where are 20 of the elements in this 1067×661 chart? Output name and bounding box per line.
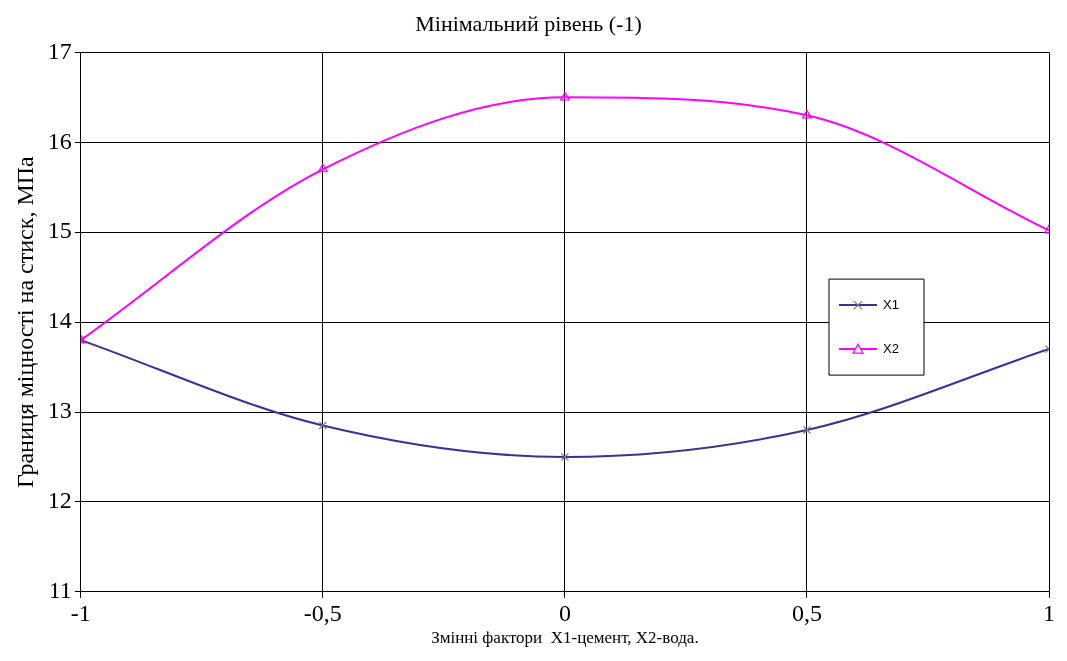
x-tick-label: -1 <box>70 600 91 627</box>
y-tick-label: 16 <box>47 127 72 154</box>
y-tick-label: 12 <box>47 487 72 514</box>
y-tick-label: 13 <box>47 397 72 424</box>
y-axis-title: Границя міцності на стиск, МПа <box>11 155 38 488</box>
x-tick-label: 1 <box>1043 600 1055 627</box>
chart-title: Мінімальний рівень (-1) <box>415 10 642 36</box>
legend-label: X2 <box>883 340 899 356</box>
y-tick-label: 15 <box>47 217 72 244</box>
point <box>559 91 570 101</box>
x-axis-title: Змінні фактори X1-цемент, X2-вода. <box>431 628 699 648</box>
y-tick-label: 14 <box>47 307 72 334</box>
y-tick-label: 11 <box>48 577 72 604</box>
x-tick-label: -0,5 <box>303 600 342 627</box>
legend-label: X1 <box>883 296 899 312</box>
y-tick-label: 17 <box>47 37 72 64</box>
x-tick-label: 0 <box>558 600 571 627</box>
x-tick-label: 0,5 <box>791 600 822 627</box>
point <box>317 163 328 173</box>
point <box>802 109 812 119</box>
